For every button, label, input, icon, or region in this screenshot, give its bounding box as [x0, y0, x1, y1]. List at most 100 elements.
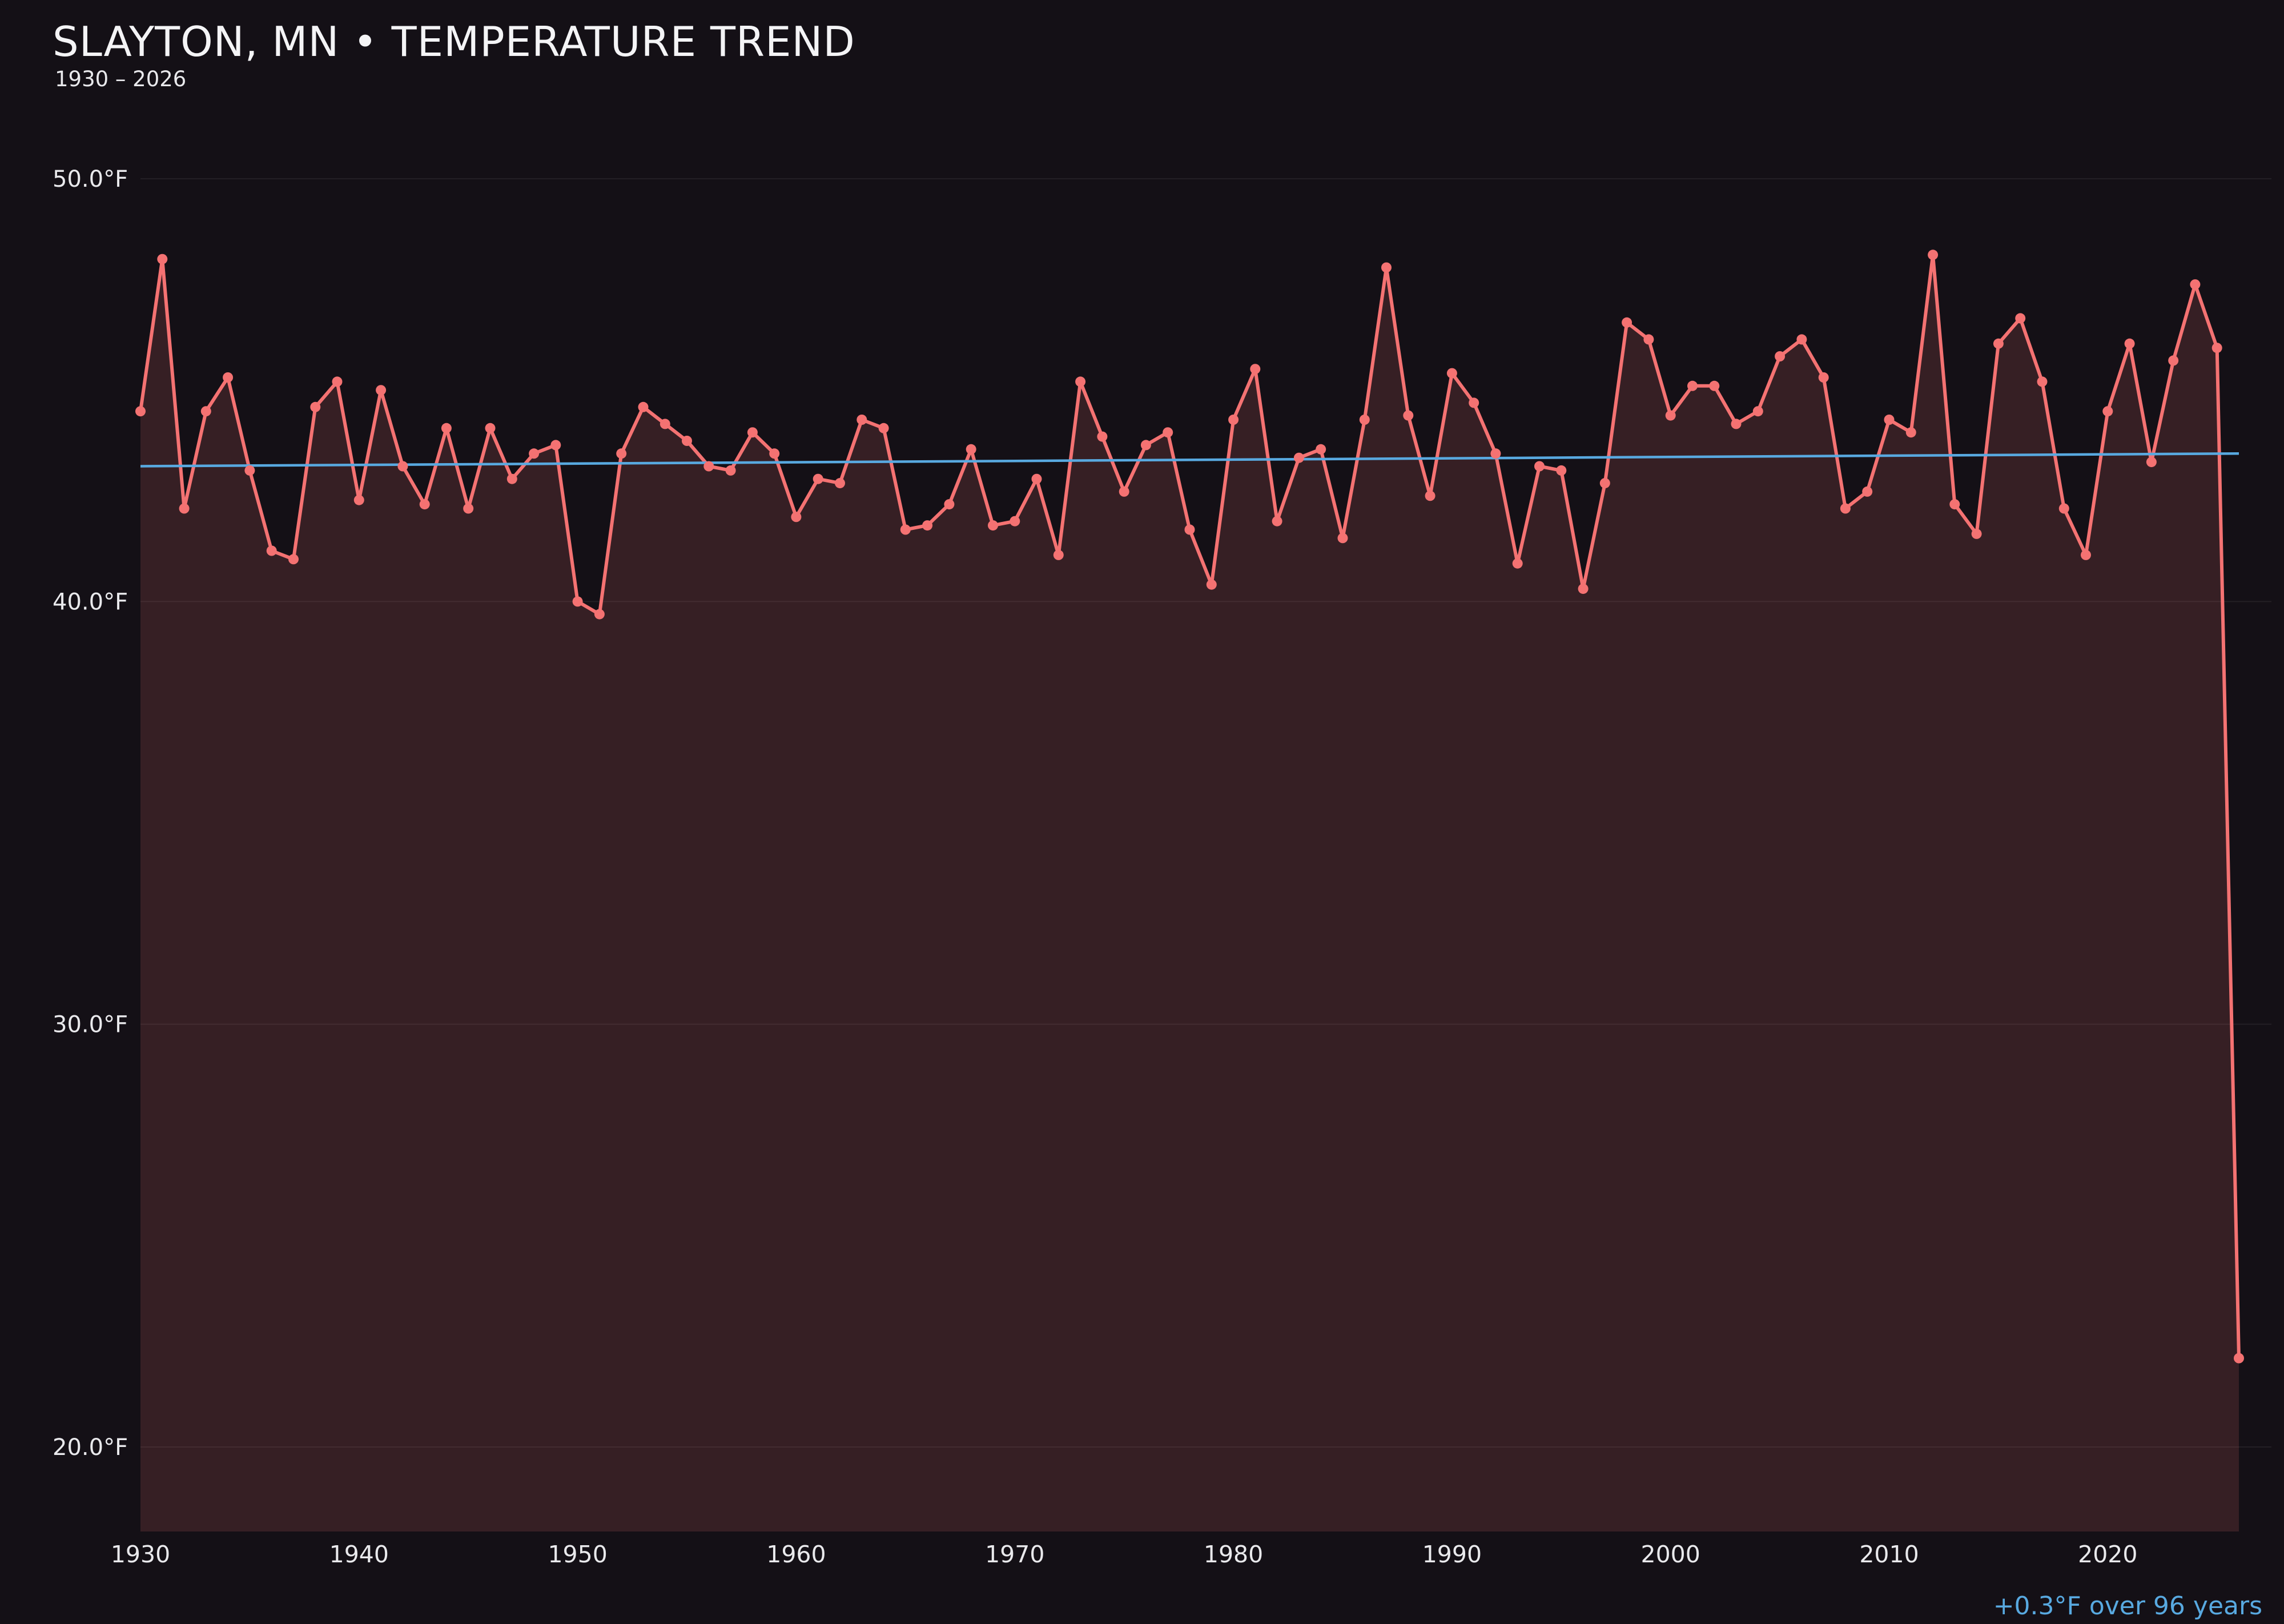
data-point [682, 436, 692, 446]
data-point [463, 503, 474, 514]
data-point [244, 465, 255, 476]
data-point [1534, 461, 1545, 472]
data-point [506, 473, 517, 484]
data-point [1752, 406, 1763, 417]
data-point [529, 448, 540, 459]
data-point [1097, 431, 1108, 442]
x-tick-label: 1970 [985, 1541, 1044, 1568]
data-point [1578, 584, 1589, 594]
data-point [2211, 343, 2222, 353]
data-point [1818, 372, 1829, 383]
series-area-fill [140, 255, 2239, 1531]
data-point [2081, 549, 2091, 560]
data-point [1796, 334, 1807, 345]
data-point [1119, 486, 1129, 497]
data-point [1403, 410, 1414, 421]
data-point [1905, 427, 1916, 438]
data-point [1184, 524, 1195, 535]
data-point [1775, 351, 1786, 361]
data-point [419, 499, 430, 510]
data-point [1884, 415, 1895, 425]
data-point [1010, 516, 1020, 526]
data-point [922, 520, 933, 531]
data-point [1381, 262, 1392, 273]
data-point [1140, 440, 1151, 451]
data-point [1643, 334, 1654, 345]
data-point [1928, 250, 1939, 260]
x-tick-label: 1950 [548, 1541, 607, 1568]
y-tick-label: 50.0°F [53, 166, 128, 192]
data-point [769, 448, 780, 459]
data-point [550, 440, 561, 451]
data-point [1425, 491, 1435, 501]
trend-line [140, 452, 2239, 468]
data-point [157, 254, 168, 264]
data-point [966, 444, 976, 455]
data-point [200, 406, 211, 417]
data-point [1359, 415, 1370, 425]
data-point [332, 376, 343, 387]
data-point [791, 512, 802, 522]
data-point [725, 465, 736, 476]
data-point [485, 423, 496, 433]
data-point [1993, 338, 2004, 349]
data-point [353, 495, 364, 505]
data-point [2102, 406, 2113, 417]
data-point [397, 461, 408, 472]
data-point [1599, 478, 1610, 489]
data-point [1731, 419, 1742, 429]
chart-subtitle: 1930 – 2026 [55, 67, 187, 92]
data-point [310, 401, 321, 412]
data-point [1272, 516, 1282, 526]
x-tick-label: 2000 [1641, 1541, 1700, 1568]
x-tick-label: 1930 [111, 1541, 170, 1568]
data-point [1206, 579, 1217, 590]
data-point [1512, 558, 1523, 569]
data-point [1687, 380, 1698, 391]
data-point [1490, 448, 1501, 459]
data-point [638, 401, 649, 412]
data-point [988, 520, 998, 531]
data-point [2058, 503, 2069, 514]
data-point [1556, 465, 1567, 476]
data-point [813, 473, 823, 484]
data-point [223, 372, 234, 383]
x-tick-label: 1940 [329, 1541, 389, 1568]
data-point [835, 478, 845, 489]
data-point [616, 448, 627, 459]
data-point [660, 419, 670, 429]
data-point [1163, 427, 1173, 438]
x-tick-label: 1990 [1422, 1541, 1482, 1568]
y-tick-label: 40.0°F [53, 589, 128, 615]
data-point [2037, 376, 2048, 387]
data-point [2146, 457, 2157, 468]
page-title: SLAYTON, MN • TEMPERATURE TREND [53, 18, 855, 66]
data-point [572, 596, 583, 607]
data-point [878, 423, 889, 433]
data-point [441, 423, 452, 433]
data-point [594, 609, 605, 620]
data-point [747, 427, 758, 438]
data-point [1446, 368, 1457, 379]
data-point [1337, 533, 1348, 544]
data-point [2234, 1353, 2244, 1364]
data-point [2015, 313, 2026, 324]
data-point [1949, 499, 1960, 510]
chart-header: SLAYTON, MN • TEMPERATURE TREND 1930 – 2… [53, 19, 855, 91]
data-point [2190, 279, 2201, 290]
trend-annotation: +0.3°F over 96 years [1993, 1591, 2262, 1621]
data-point [1053, 549, 1064, 560]
data-point [2168, 355, 2179, 366]
data-point [1250, 364, 1261, 375]
data-point [1031, 473, 1042, 484]
data-point [179, 503, 190, 514]
data-point [1469, 397, 1479, 408]
data-point [288, 554, 299, 565]
data-point [1293, 452, 1304, 463]
data-point [1075, 376, 1086, 387]
y-tick-label: 30.0°F [53, 1012, 128, 1038]
data-point [1622, 317, 1632, 328]
data-point [376, 385, 387, 396]
